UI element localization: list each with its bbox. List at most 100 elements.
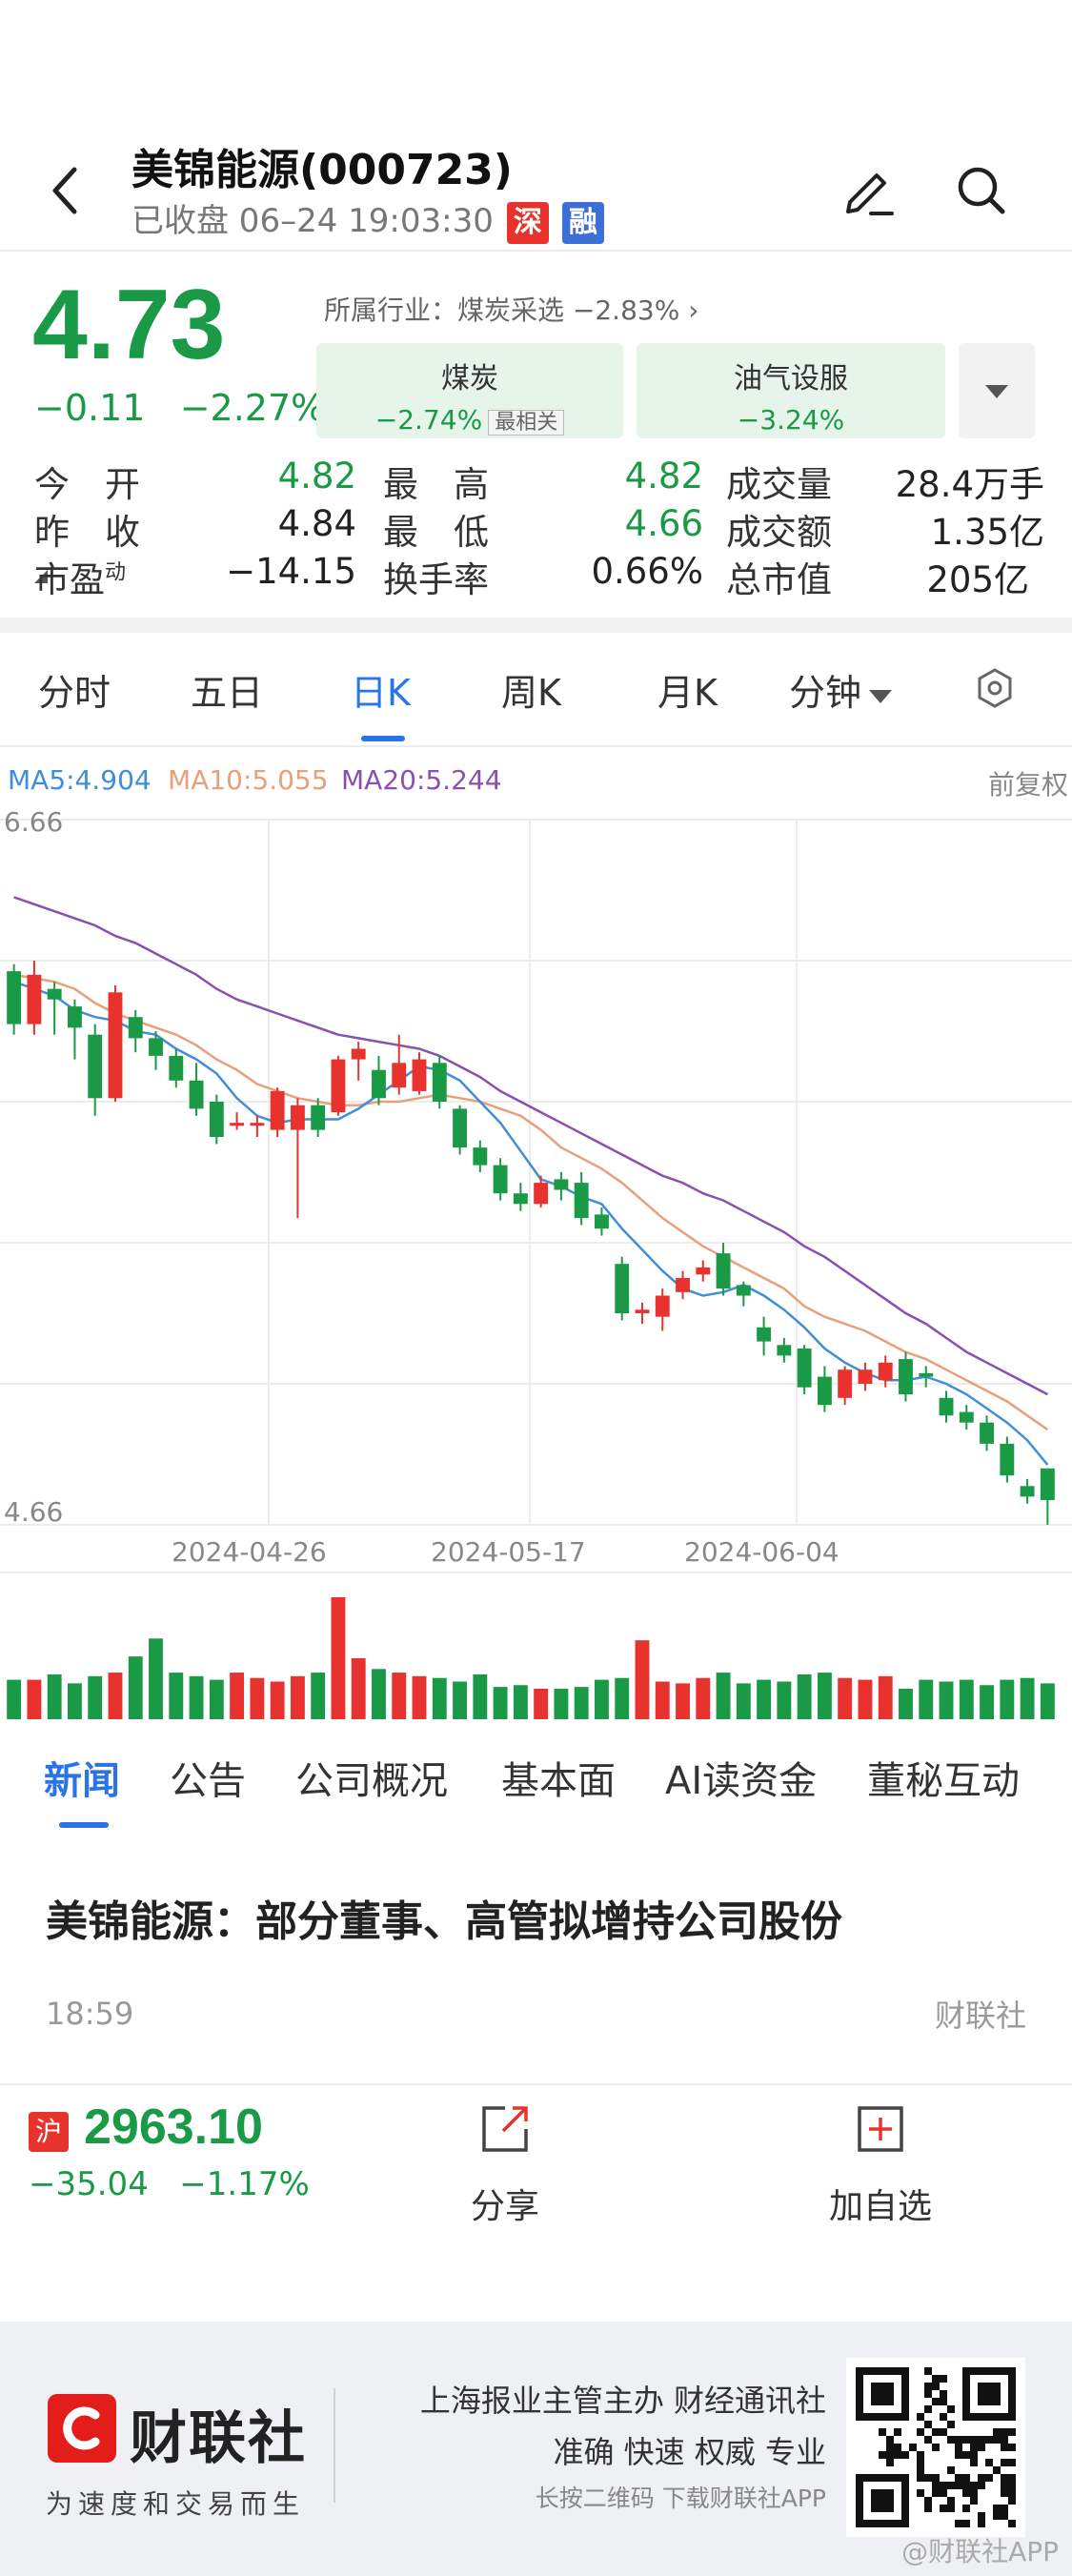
x-axis-label: 2024-06-04 bbox=[684, 1536, 839, 1568]
qr-module bbox=[940, 2375, 947, 2383]
tab-weekly-k[interactable]: 周K bbox=[501, 672, 561, 714]
qr-module bbox=[1008, 2489, 1016, 2497]
qr-module bbox=[962, 2520, 970, 2527]
qr-module bbox=[924, 2390, 932, 2398]
section-band bbox=[0, 618, 1072, 633]
qr-module bbox=[886, 2451, 894, 2459]
qr-module bbox=[1001, 2428, 1008, 2436]
qr-module bbox=[985, 2459, 993, 2466]
tab-five-day[interactable]: 五日 bbox=[191, 672, 264, 714]
volume-bar bbox=[959, 1679, 974, 1719]
share-button[interactable]: 分享 bbox=[429, 2102, 581, 2228]
tab-news[interactable]: 新闻 bbox=[44, 1759, 120, 1803]
candle-body bbox=[47, 988, 62, 1000]
qr-module bbox=[1008, 2459, 1016, 2466]
high-label: 最 高 bbox=[383, 464, 489, 505]
volume-chart[interactable] bbox=[0, 1571, 1072, 1721]
qr-module bbox=[940, 2482, 947, 2489]
tab-daily-k[interactable]: 日K bbox=[351, 672, 411, 714]
volume-bar bbox=[939, 1681, 954, 1719]
edit-icon[interactable] bbox=[839, 160, 900, 221]
qr-module bbox=[917, 2413, 924, 2421]
back-arrow-icon[interactable] bbox=[46, 162, 84, 219]
footer-line-3: 长按二维码 下载财联社APP bbox=[535, 2485, 826, 2512]
qr-module bbox=[947, 2421, 955, 2428]
sector-card-coal[interactable]: 煤炭 −2.74% 最相关 bbox=[316, 343, 623, 438]
tab-fundamentals[interactable]: 基本面 bbox=[501, 1759, 616, 1803]
tab-intraday[interactable]: 分时 bbox=[38, 672, 111, 714]
qr-module bbox=[901, 2451, 909, 2459]
price-change: −0.11 −2.27% bbox=[34, 387, 325, 429]
qr-module bbox=[993, 2428, 1001, 2436]
candle-body bbox=[372, 1069, 386, 1099]
ma10-legend: MA10:5.055 bbox=[168, 764, 329, 796]
volume-bar bbox=[128, 1656, 143, 1719]
candle-body bbox=[331, 1059, 346, 1113]
volume-bar bbox=[534, 1689, 549, 1719]
add-watchlist-button[interactable]: 加自选 bbox=[804, 2102, 957, 2228]
settings-icon[interactable] bbox=[976, 667, 1014, 709]
volume-bar bbox=[88, 1675, 103, 1719]
volume-bar bbox=[716, 1673, 731, 1719]
volume-bar bbox=[351, 1658, 366, 1719]
qr-module bbox=[955, 2444, 962, 2451]
expand-sectors-button[interactable] bbox=[959, 343, 1035, 438]
low-value: 4.66 bbox=[624, 503, 703, 544]
qr-module bbox=[1001, 2482, 1008, 2489]
turnover-value: 0.66% bbox=[591, 551, 703, 592]
candle-body bbox=[817, 1376, 832, 1406]
triangle-down-icon bbox=[985, 385, 1008, 398]
volume-bar bbox=[858, 1679, 873, 1719]
adjust-mode[interactable]: 前复权 bbox=[987, 769, 1068, 801]
volume-bar bbox=[47, 1673, 62, 1719]
volume-bar bbox=[1040, 1683, 1055, 1719]
x-axis-label: 2024-05-17 bbox=[431, 1536, 586, 1568]
shanghai-badge: 沪 bbox=[29, 2112, 69, 2152]
qr-module bbox=[970, 2436, 978, 2444]
candle-body bbox=[797, 1349, 812, 1388]
candle-body bbox=[980, 1422, 995, 1444]
industry-link[interactable]: 所属行业：煤炭采选 −2.83% › bbox=[324, 294, 699, 326]
sector-change: −3.24% bbox=[737, 404, 845, 436]
corner-triangle-icon[interactable] bbox=[34, 570, 48, 583]
tab-monthly-k[interactable]: 月K bbox=[657, 672, 718, 714]
index-value[interactable]: 2963.10 bbox=[84, 2099, 263, 2155]
qr-module bbox=[886, 2444, 894, 2451]
qr-module bbox=[947, 2482, 955, 2489]
active-tab-indicator bbox=[361, 736, 405, 741]
tab-announcements[interactable]: 公告 bbox=[170, 1759, 246, 1803]
qr-module bbox=[932, 2444, 940, 2451]
open-value: 4.82 bbox=[277, 456, 356, 497]
stock-header: 美锦能源(000723) 已收盘 06–24 19:03:30 深融 bbox=[0, 114, 1072, 248]
volume-bar bbox=[554, 1689, 569, 1719]
qr-module bbox=[924, 2421, 932, 2428]
ma5-legend: MA5:4.904 bbox=[8, 764, 152, 796]
tab-secretary-qa[interactable]: 董秘互动 bbox=[867, 1759, 1020, 1803]
qr-module bbox=[1008, 2474, 1016, 2482]
qr-module bbox=[993, 2466, 1001, 2474]
footer-line-1: 上海报业主管主办 财经通讯社 bbox=[419, 2383, 826, 2419]
candlestick-chart[interactable] bbox=[0, 791, 1072, 1534]
header-divider bbox=[0, 250, 1072, 252]
tab-ai-funds[interactable]: AI读资金 bbox=[665, 1759, 818, 1803]
candle-body bbox=[615, 1264, 630, 1313]
y-axis-bottom-label: 4.66 bbox=[4, 1496, 64, 1528]
qr-module bbox=[1001, 2444, 1008, 2451]
prev-close-value: 4.84 bbox=[277, 503, 356, 544]
tab-company-profile[interactable]: 公司概况 bbox=[295, 1759, 448, 1803]
candle-body bbox=[7, 971, 22, 1024]
qr-module bbox=[955, 2520, 962, 2527]
sector-card-oilgas[interactable]: 油气设服 −3.24% bbox=[637, 343, 945, 438]
pe-label: 市盈动 bbox=[34, 559, 127, 600]
brand-name: 财联社 bbox=[130, 2405, 307, 2472]
tab-minute[interactable]: 分钟 bbox=[789, 663, 894, 716]
high-value: 4.82 bbox=[624, 456, 703, 497]
qr-module bbox=[886, 2436, 894, 2444]
qr-module bbox=[917, 2451, 924, 2459]
volume-bar bbox=[149, 1638, 163, 1719]
search-icon[interactable] bbox=[951, 160, 1012, 221]
candle-body bbox=[1040, 1468, 1055, 1501]
news-headline[interactable]: 美锦能源：部分董事、高管拟增持公司股份 bbox=[46, 1897, 842, 1946]
qr-module bbox=[1001, 2505, 1008, 2512]
qr-code[interactable] bbox=[846, 2358, 1025, 2537]
